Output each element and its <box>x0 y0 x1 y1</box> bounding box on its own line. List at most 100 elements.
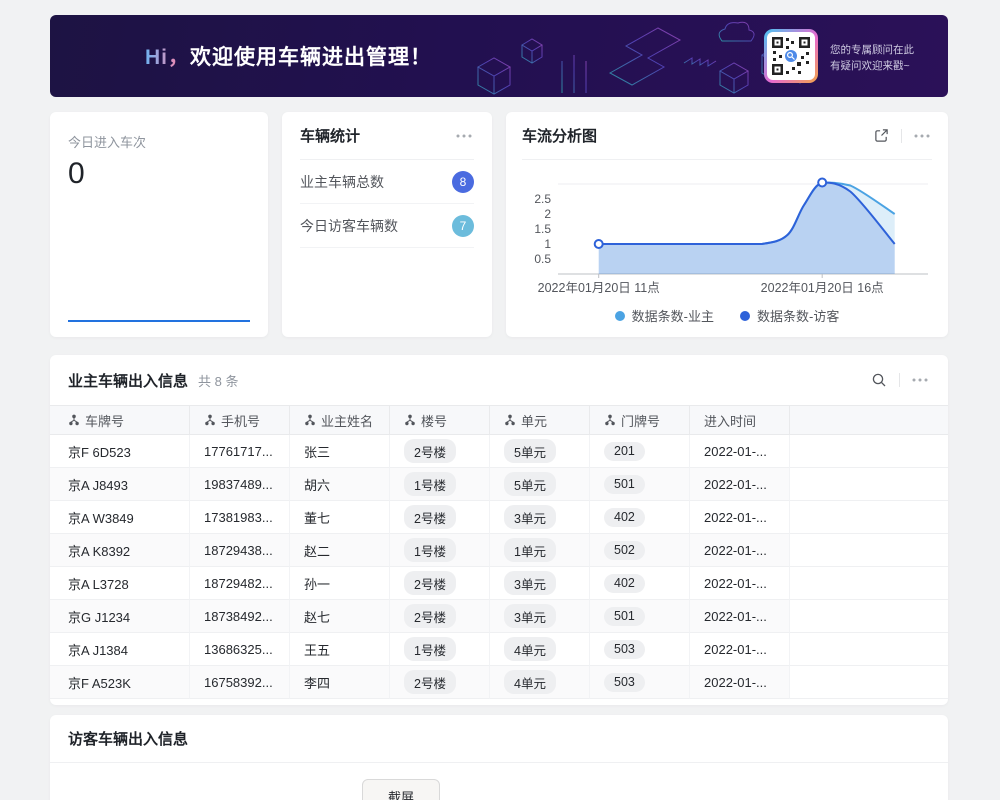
export-icon[interactable] <box>871 126 891 146</box>
table-cell: 2022-01-... <box>690 567 790 600</box>
more-menu-icon[interactable] <box>910 370 930 390</box>
table-cell: 4单元 <box>490 666 590 699</box>
table-cell: 402 <box>590 501 690 534</box>
table-cell-filler <box>790 600 948 633</box>
table-cell: 京F A523K <box>50 666 190 699</box>
column-header-label: 业主姓名 <box>321 413 374 429</box>
column-header-label: 车牌号 <box>85 413 125 429</box>
table-cell: 17761717... <box>190 435 290 468</box>
tag-value: 2号楼 <box>404 571 456 595</box>
relation-icon <box>405 414 415 426</box>
legend-label: 数据条数-访客 <box>757 309 840 324</box>
table-cell: 孙一 <box>290 567 390 600</box>
tag-value: 2号楼 <box>404 604 456 628</box>
table-cell: 19837489... <box>190 468 290 501</box>
column-header-label: 门牌号 <box>621 413 661 429</box>
today-entries-value: 0 <box>68 157 85 190</box>
legend-item[interactable]: 数据条数-业主 <box>614 306 714 325</box>
tag-value: 503 <box>604 672 645 692</box>
table-cell: 503 <box>590 666 690 699</box>
relation-icon <box>505 414 515 426</box>
tag-value: 3单元 <box>504 505 556 529</box>
table-cell: 18738492... <box>190 600 290 633</box>
today-entries-card: 今日进入车次 0 <box>50 112 268 337</box>
tag-value: 503 <box>604 639 645 659</box>
dashboard-page: Hi，欢迎使用车辆进出管理！ <box>50 15 948 800</box>
visitor-table-title: 访客车辆出入信息 <box>68 731 189 748</box>
stat-row: 业主车辆总数 8 <box>300 160 474 204</box>
search-icon[interactable] <box>869 370 889 390</box>
table-cell: 1号楼 <box>390 633 490 666</box>
table-cell: 503 <box>590 633 690 666</box>
isometric-decoration <box>476 21 810 95</box>
column-header-5[interactable]: 单元 <box>490 405 590 435</box>
column-header-6[interactable]: 门牌号 <box>590 405 690 435</box>
owner-table-title: 业主车辆出入信息 <box>68 372 189 390</box>
table-cell: 16758392... <box>190 666 290 699</box>
svg-text:1.5: 1.5 <box>534 222 551 236</box>
stat-count-badge: 8 <box>452 170 474 193</box>
traffic-chart-card: 车流分析图 0.5 1 1.5 2 2.5 2022年01月20日 11点 2022 <box>506 112 948 337</box>
tag-value: 2号楼 <box>404 505 456 529</box>
qr-caption-line2: 有疑问欢迎来戳~ <box>830 60 910 72</box>
banner-greeting-text: 欢迎使用车辆进出管理！ <box>190 46 432 69</box>
table-cell: 17381983... <box>190 501 290 534</box>
visitor-vehicle-table-card: 访客车辆出入信息 截屏 <box>50 715 948 800</box>
table-cell: 李四 <box>290 666 390 699</box>
screenshot-button[interactable]: 截屏 <box>362 779 440 800</box>
table-cell: 京F 6D523 <box>50 435 190 468</box>
tag-value: 402 <box>604 573 645 593</box>
table-cell: 京A J8493 <box>50 468 190 501</box>
legend-dot-icon <box>614 310 625 321</box>
table-cell-filler <box>790 633 948 666</box>
column-header-3[interactable]: 业主姓名 <box>290 405 390 435</box>
column-header-label: 手机号 <box>221 413 261 429</box>
column-header-label: 进入时间 <box>704 413 757 429</box>
chart-legend: 数据条数-业主 数据条数-访客 <box>522 306 932 325</box>
table-cell: 2号楼 <box>390 435 490 468</box>
traffic-chart-title: 车流分析图 <box>522 128 598 145</box>
tag-value: 2号楼 <box>404 670 456 694</box>
traffic-chart: 0.5 1 1.5 2 2.5 2022年01月20日 11点 2022年01月20日 16… <box>522 160 932 325</box>
legend-item[interactable]: 数据条数-访客 <box>740 306 839 325</box>
divider <box>899 373 900 387</box>
column-header-2[interactable]: 手机号 <box>190 405 290 435</box>
relation-icon <box>305 414 315 426</box>
stat-count-badge: 7 <box>452 214 474 237</box>
column-header-4[interactable]: 楼号 <box>390 405 490 435</box>
divider <box>901 128 902 143</box>
stat-label: 业主车辆总数 <box>300 173 384 190</box>
table-cell: 张三 <box>290 435 390 468</box>
table-cell: 3单元 <box>490 600 590 633</box>
svg-text:0.5: 0.5 <box>534 252 551 266</box>
table-cell: 2号楼 <box>390 567 490 600</box>
consultant-qr-code[interactable] <box>764 29 818 83</box>
vehicle-stats-card: 车辆统计 业主车辆总数 8 今日访客车辆数 7 <box>282 112 492 337</box>
table-cell: 2022-01-... <box>690 501 790 534</box>
column-header-1[interactable]: 车牌号 <box>50 405 190 435</box>
table-cell: 501 <box>590 600 690 633</box>
table-cell: 402 <box>590 567 690 600</box>
tag-value: 1号楼 <box>404 538 456 562</box>
more-menu-icon[interactable] <box>454 126 474 146</box>
table-cell-filler <box>790 435 948 468</box>
welcome-banner: Hi，欢迎使用车辆进出管理！ <box>50 15 948 97</box>
column-header-7[interactable]: 进入时间 <box>690 405 790 435</box>
table-cell: 18729438... <box>190 534 290 567</box>
table-cell: 5单元 <box>490 435 590 468</box>
table-cell: 王五 <box>290 633 390 666</box>
table-cell: 502 <box>590 534 690 567</box>
table-cell: 赵二 <box>290 534 390 567</box>
table-cell: 京A L3728 <box>50 567 190 600</box>
table-cell: 1号楼 <box>390 468 490 501</box>
table-cell: 13686325... <box>190 633 290 666</box>
table-cell: 京G J1234 <box>50 600 190 633</box>
owner-table-count: 共 8 条 <box>198 373 239 389</box>
table-cell-filler <box>790 567 948 600</box>
more-menu-icon[interactable] <box>912 126 932 146</box>
table-cell: 2号楼 <box>390 600 490 633</box>
table-cell: 1单元 <box>490 534 590 567</box>
tag-value: 2号楼 <box>404 439 456 463</box>
today-entries-sparkline <box>68 320 250 322</box>
screenshot-button-label: 截屏 <box>387 790 414 800</box>
